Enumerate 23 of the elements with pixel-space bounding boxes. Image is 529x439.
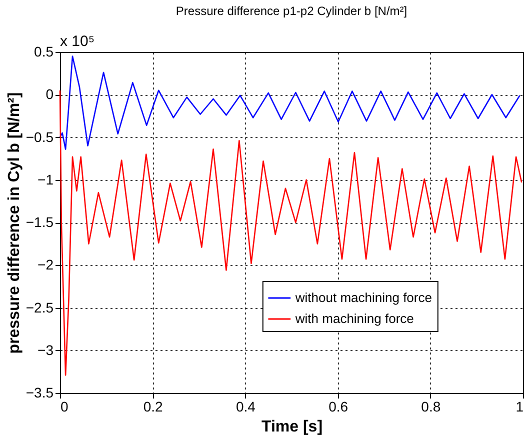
chart-title: Pressure difference p1-p2 Cylinder b [N/m²] bbox=[176, 4, 408, 18]
y-tick-label: −2.5 bbox=[26, 299, 54, 316]
y-tick-label: −1.5 bbox=[26, 214, 54, 230]
line-series bbox=[59, 90, 522, 376]
legend-label: without machining force bbox=[294, 290, 432, 305]
y-tick-label: −2 bbox=[38, 256, 54, 273]
x-axis-title: Time [s] bbox=[261, 418, 323, 436]
y-tick-label: −0.5 bbox=[26, 128, 54, 145]
x-tick-label: 0.4 bbox=[236, 398, 256, 414]
x-tick-label: 0.2 bbox=[143, 398, 164, 414]
line-series bbox=[59, 56, 520, 150]
y-tick-label: −3.5 bbox=[26, 384, 54, 400]
y-tick-label: −3 bbox=[38, 342, 54, 358]
x-tick-label: 0 bbox=[60, 398, 68, 414]
legend-label: with machining force bbox=[294, 310, 414, 326]
x-tick-label: 1 bbox=[516, 398, 524, 414]
x-tick-label: 0.6 bbox=[328, 398, 348, 414]
text: x 10⁵ bbox=[60, 33, 95, 50]
y-tick-label: 0.5 bbox=[34, 44, 54, 60]
y-tick-label: −1 bbox=[38, 171, 54, 188]
y-axis-title: pressure difference in Cyl b [N/m²] bbox=[6, 92, 23, 354]
y-tick-label: 0 bbox=[46, 86, 54, 102]
x-tick-label: 0.8 bbox=[421, 398, 441, 414]
